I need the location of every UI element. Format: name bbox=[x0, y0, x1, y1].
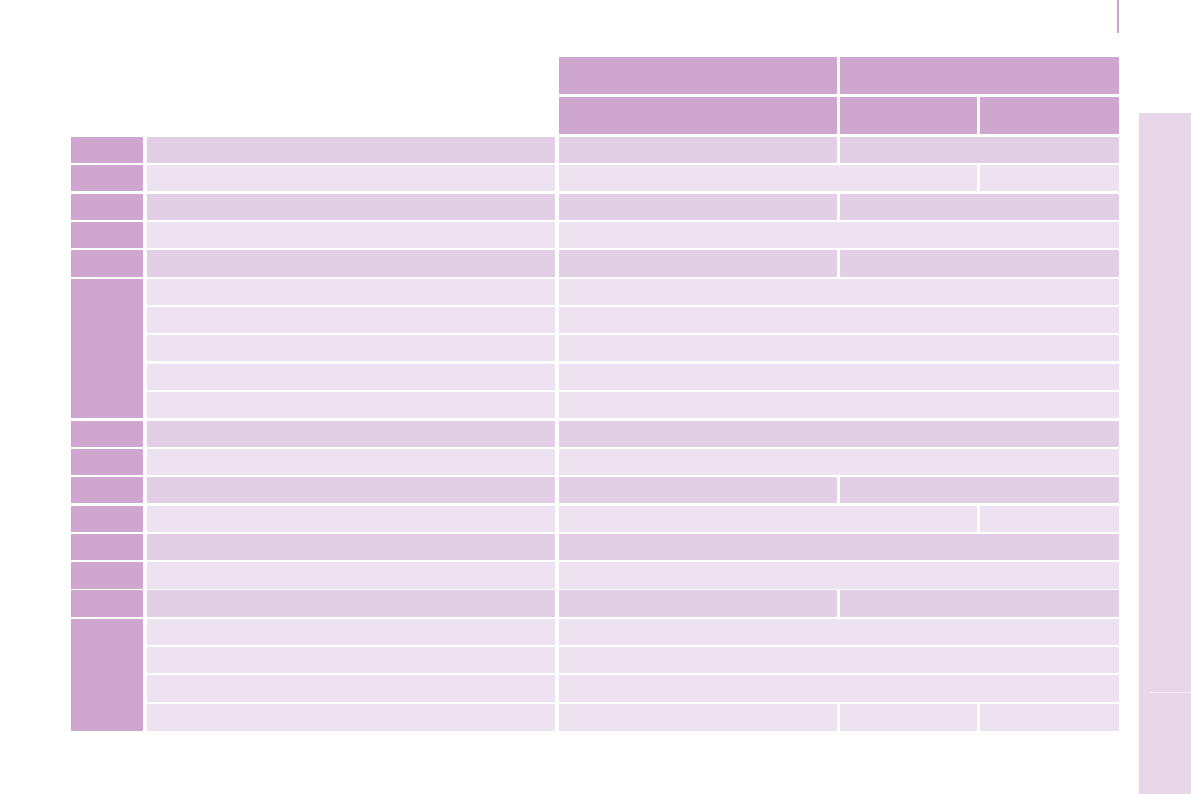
data-cell bbox=[559, 279, 1119, 305]
top-rule bbox=[1117, 0, 1119, 33]
header-cell bbox=[559, 97, 837, 134]
row-header-cell bbox=[71, 421, 143, 447]
label-cell bbox=[147, 647, 555, 673]
header-cell bbox=[980, 97, 1119, 134]
data-cell bbox=[840, 477, 1119, 503]
data-cell bbox=[559, 449, 1119, 475]
data-cell bbox=[840, 137, 1119, 163]
row-header-cell bbox=[71, 165, 143, 191]
data-cell bbox=[840, 590, 1119, 617]
label-cell bbox=[147, 421, 555, 447]
row-header-cell bbox=[71, 590, 143, 617]
row-header-cell bbox=[71, 222, 143, 248]
data-cell bbox=[559, 364, 1119, 390]
data-cell bbox=[559, 421, 1119, 447]
data-cell bbox=[559, 590, 837, 617]
label-cell bbox=[147, 335, 555, 361]
label-cell bbox=[147, 619, 555, 645]
row-header-cell bbox=[71, 137, 143, 163]
data-cell bbox=[559, 222, 1119, 248]
label-cell bbox=[147, 506, 555, 532]
data-cell bbox=[559, 307, 1119, 333]
header-cell bbox=[840, 97, 977, 134]
data-cell bbox=[840, 250, 1119, 277]
row-header-cell bbox=[71, 279, 143, 418]
label-cell bbox=[147, 534, 555, 560]
label-cell bbox=[147, 449, 555, 475]
data-cell bbox=[559, 335, 1119, 361]
data-cell bbox=[559, 534, 1119, 560]
side-tab bbox=[1139, 113, 1191, 794]
label-cell bbox=[147, 562, 555, 589]
data-cell bbox=[559, 704, 837, 731]
data-cell bbox=[559, 619, 1119, 645]
label-cell bbox=[147, 590, 555, 617]
label-cell bbox=[147, 307, 555, 333]
row-header-cell bbox=[71, 619, 143, 731]
label-cell bbox=[147, 222, 555, 248]
data-cell bbox=[559, 194, 837, 220]
label-cell bbox=[147, 137, 555, 163]
data-cell bbox=[559, 165, 977, 191]
label-cell bbox=[147, 704, 555, 731]
data-cell bbox=[559, 477, 837, 503]
label-cell bbox=[147, 250, 555, 277]
data-cell bbox=[559, 392, 1119, 418]
row-header-cell bbox=[71, 534, 143, 560]
data-cell bbox=[559, 647, 1119, 673]
data-cell bbox=[840, 194, 1119, 220]
data-cell bbox=[980, 506, 1119, 532]
data-cell bbox=[980, 704, 1119, 731]
label-cell bbox=[147, 194, 555, 220]
label-cell bbox=[147, 392, 555, 418]
data-cell bbox=[840, 704, 977, 731]
row-header-cell bbox=[71, 477, 143, 503]
data-cell bbox=[980, 165, 1119, 191]
data-cell bbox=[559, 675, 1119, 702]
label-cell bbox=[147, 165, 555, 191]
data-cell bbox=[559, 562, 1119, 589]
row-header-cell bbox=[71, 562, 143, 589]
row-header-cell bbox=[71, 194, 143, 220]
data-cell bbox=[559, 250, 837, 277]
row-header-cell bbox=[71, 250, 143, 277]
side-tab-divider bbox=[1150, 692, 1191, 693]
header-cell bbox=[840, 57, 1119, 94]
label-cell bbox=[147, 675, 555, 702]
row-header-cell bbox=[71, 449, 143, 475]
label-cell bbox=[147, 477, 555, 503]
header-cell bbox=[559, 57, 837, 94]
label-cell bbox=[147, 279, 555, 305]
label-cell bbox=[147, 364, 555, 390]
row-header-cell bbox=[71, 506, 143, 532]
data-cell bbox=[559, 506, 977, 532]
data-cell bbox=[559, 137, 837, 163]
